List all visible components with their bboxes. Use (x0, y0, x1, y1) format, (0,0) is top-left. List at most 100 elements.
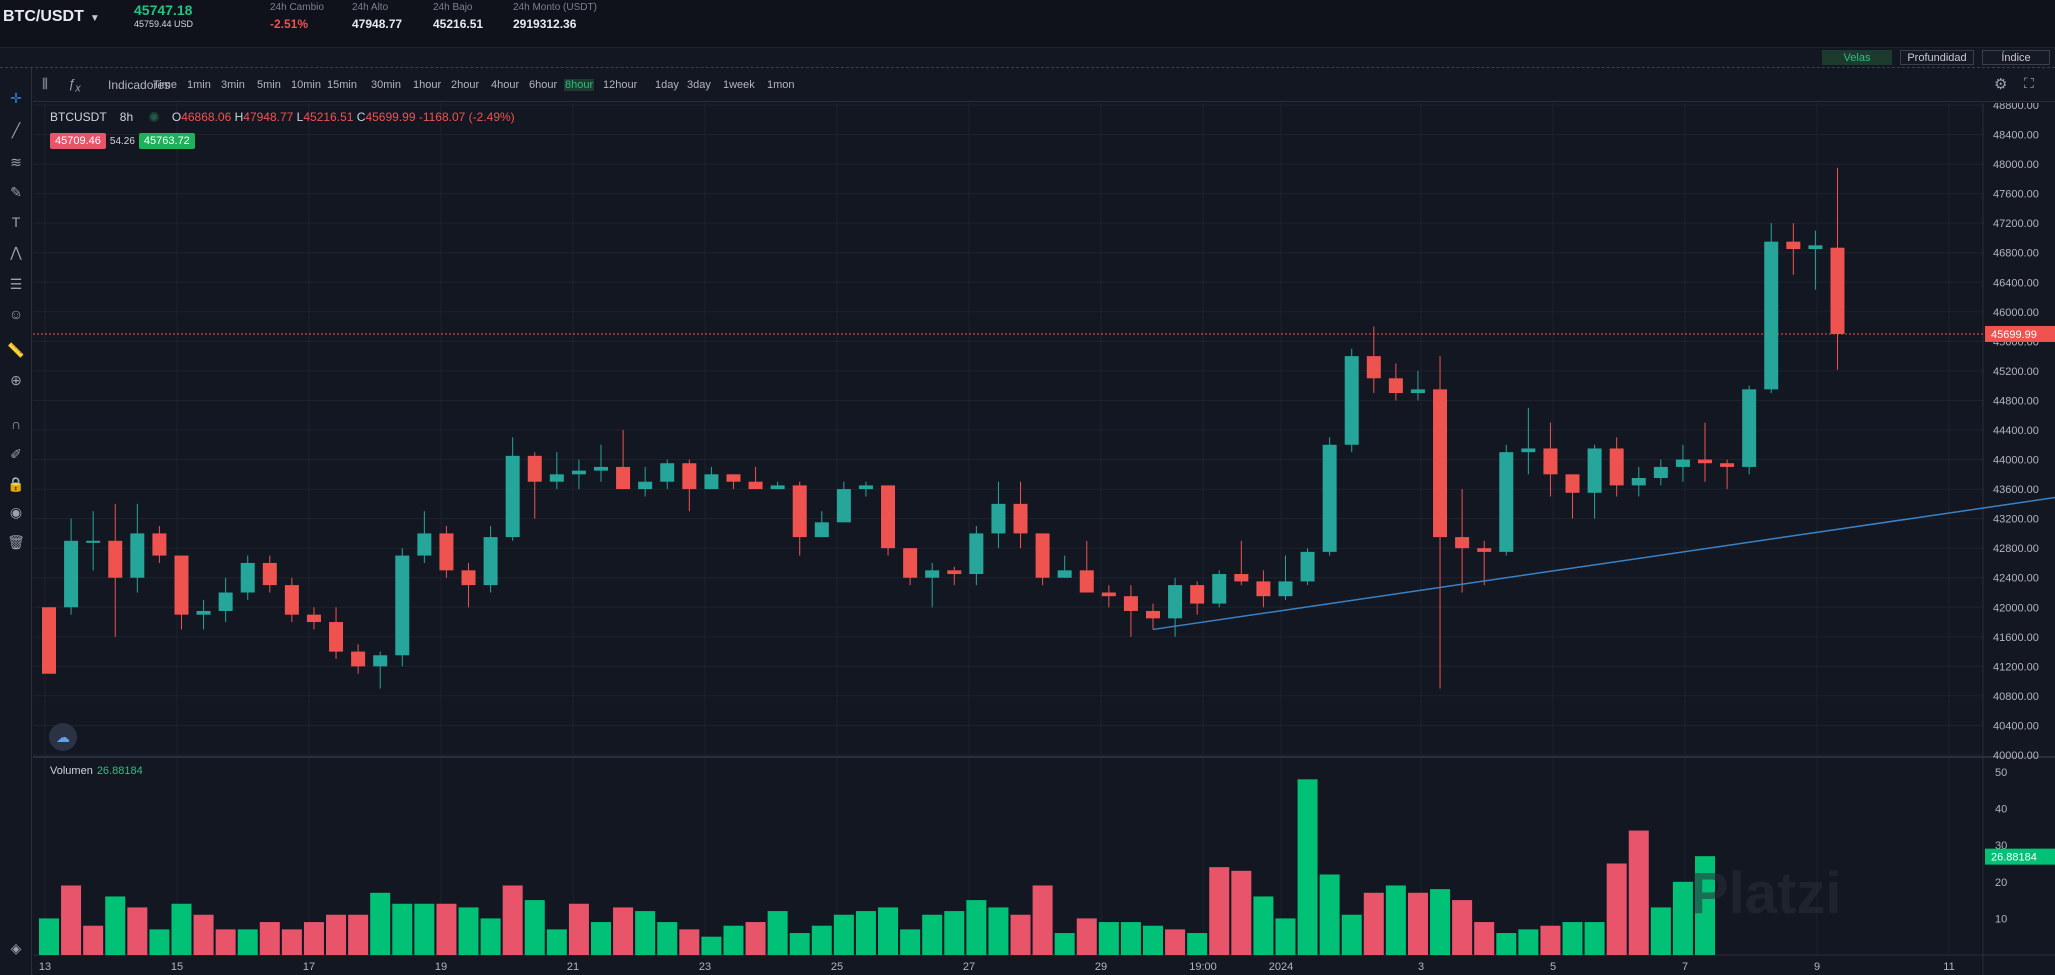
candle-body (1455, 537, 1470, 549)
volume-bar (303, 922, 324, 955)
tab-indice[interactable]: Índice (1982, 50, 2050, 65)
emoji-icon[interactable]: ☺ (8, 306, 24, 322)
fib-tool-icon[interactable]: ☰ (9, 275, 23, 292)
logo-cloud-icon[interactable]: ☁ (49, 723, 77, 751)
indicators-button[interactable]: Indicadores (108, 78, 171, 92)
timeframe-2hour[interactable]: 2hour (451, 79, 480, 91)
volume-bar (1606, 863, 1627, 955)
price-chart[interactable]: 48800.00 48400.00 48000.00 47600.00 47200.00… (33, 103, 2055, 975)
trendline-tool-icon[interactable]: ╱ (11, 121, 21, 138)
zoom-in-icon[interactable]: ⊕ (10, 371, 22, 388)
timeframe-30min[interactable]: 30min (371, 79, 401, 91)
timeframe-8hour[interactable]: 8hour (564, 79, 595, 91)
candle-body (1433, 389, 1448, 538)
candle-body (814, 522, 829, 538)
legend-symbol: BTCUSDT (50, 110, 107, 124)
candle-body (571, 470, 586, 475)
timeframe-time[interactable]: Time (153, 79, 178, 91)
timeframe-1hour[interactable]: 1hour (413, 79, 442, 91)
volume-bar (1319, 874, 1340, 955)
candle-body (86, 540, 101, 543)
timeframe-1week[interactable]: 1week (723, 79, 755, 91)
candle-body (969, 533, 984, 575)
timeframe-1day[interactable]: 1day (655, 79, 679, 91)
trend-line (1152, 496, 2055, 631)
y-tick-label: 47600.00 (1993, 189, 2039, 201)
volume-bar (1474, 922, 1495, 955)
volume-bar (149, 929, 170, 955)
pair-selector[interactable]: BTC/USDT ▼ (3, 8, 100, 26)
timeframe-3day[interactable]: 3day (687, 79, 711, 91)
volume-bar (568, 903, 589, 955)
volume-bar (1452, 900, 1473, 955)
stat-change: 24h Cambio -2.51% (270, 2, 324, 31)
candle-body (1675, 459, 1690, 467)
stat-low: 24h Bajo 45216.51 (433, 2, 483, 31)
y-tick-label: 42800.00 (1993, 543, 2039, 555)
timeframe-1mon[interactable]: 1mon (767, 79, 795, 91)
trash-icon[interactable]: 🗑 (7, 533, 25, 550)
volume-bar (370, 892, 391, 955)
candle-body (417, 533, 432, 556)
candle-body (1168, 585, 1183, 619)
volume-bar (414, 903, 435, 955)
chevron-down-icon: ▼ (89, 13, 100, 24)
lock-drawing-icon[interactable]: ✐ (10, 445, 22, 462)
candle-body (1057, 570, 1072, 578)
timeframe-1min[interactable]: 1min (187, 79, 211, 91)
volume-bar (966, 900, 987, 955)
candle-body (42, 607, 56, 674)
layers-icon[interactable]: ◈ (10, 939, 22, 956)
candle-body (1830, 247, 1845, 334)
lock-icon[interactable]: 🔒 (7, 475, 25, 492)
y-tick-label: 48000.00 (1993, 159, 2039, 171)
bid-price: 45709.46 (50, 133, 106, 149)
timeframe-12hour[interactable]: 12hour (603, 79, 638, 91)
candle-body (881, 485, 896, 549)
timeframe-15min[interactable]: 15min (327, 79, 357, 91)
volume-bar (83, 925, 104, 955)
volume-bar (723, 925, 744, 955)
timeframe-3min[interactable]: 3min (221, 79, 245, 91)
volume-value: 26.88184 (96, 765, 143, 777)
volume-bar (1253, 896, 1274, 955)
candle-body (616, 466, 631, 490)
y-tick-label: 48400.00 (1993, 130, 2039, 142)
timeframe-5min[interactable]: 5min (257, 79, 281, 91)
crosshair-icon[interactable]: ✛ (10, 89, 22, 106)
eye-icon[interactable]: ◉ (9, 503, 23, 520)
stat-amount: 24h Monto (USDT) 2919312.36 (513, 2, 597, 31)
candle-body (1543, 448, 1558, 475)
x-tick-label: 3 (1418, 961, 1424, 973)
legend-high: 47948.77 (243, 110, 294, 124)
tab-velas[interactable]: Velas (1822, 50, 1892, 65)
fx-icon[interactable]: ƒx (68, 76, 81, 95)
chart-type-icon[interactable]: ⫼ (42, 76, 48, 91)
channel-tool-icon[interactable]: ≋ (10, 153, 22, 170)
gear-icon[interactable]: ⚙ (1994, 76, 2008, 93)
volume-bar (1385, 885, 1406, 955)
last-price-badge (1985, 325, 2055, 342)
volume-bar (1562, 922, 1583, 955)
candle-body (306, 614, 321, 623)
timeframe-10min[interactable]: 10min (291, 79, 321, 91)
volume-bar (1054, 933, 1075, 955)
volume-bar (171, 903, 192, 955)
brush-tool-icon[interactable]: ✎ (10, 183, 22, 200)
candle-body (1344, 356, 1359, 445)
stat-value: 45216.51 (433, 17, 484, 31)
ruler-icon[interactable]: 📏 (7, 341, 25, 358)
magnet-icon[interactable]: ∩ (10, 416, 22, 432)
volume-bar (855, 911, 876, 955)
timeframe-6hour[interactable]: 6hour (529, 79, 558, 91)
candle-body (682, 463, 697, 490)
pattern-tool-icon[interactable]: ⋀ (10, 243, 22, 260)
candle-body (1720, 463, 1735, 467)
volume-tick-label: 20 (1995, 877, 2007, 889)
volume-bar (1187, 933, 1208, 955)
text-tool-icon[interactable]: T (11, 214, 21, 230)
fullscreen-icon[interactable]: ⛶ (2024, 75, 2034, 91)
tab-profundidad[interactable]: Profundidad (1900, 50, 1974, 65)
candle-body (1698, 459, 1712, 464)
timeframe-4hour[interactable]: 4hour (491, 79, 520, 91)
